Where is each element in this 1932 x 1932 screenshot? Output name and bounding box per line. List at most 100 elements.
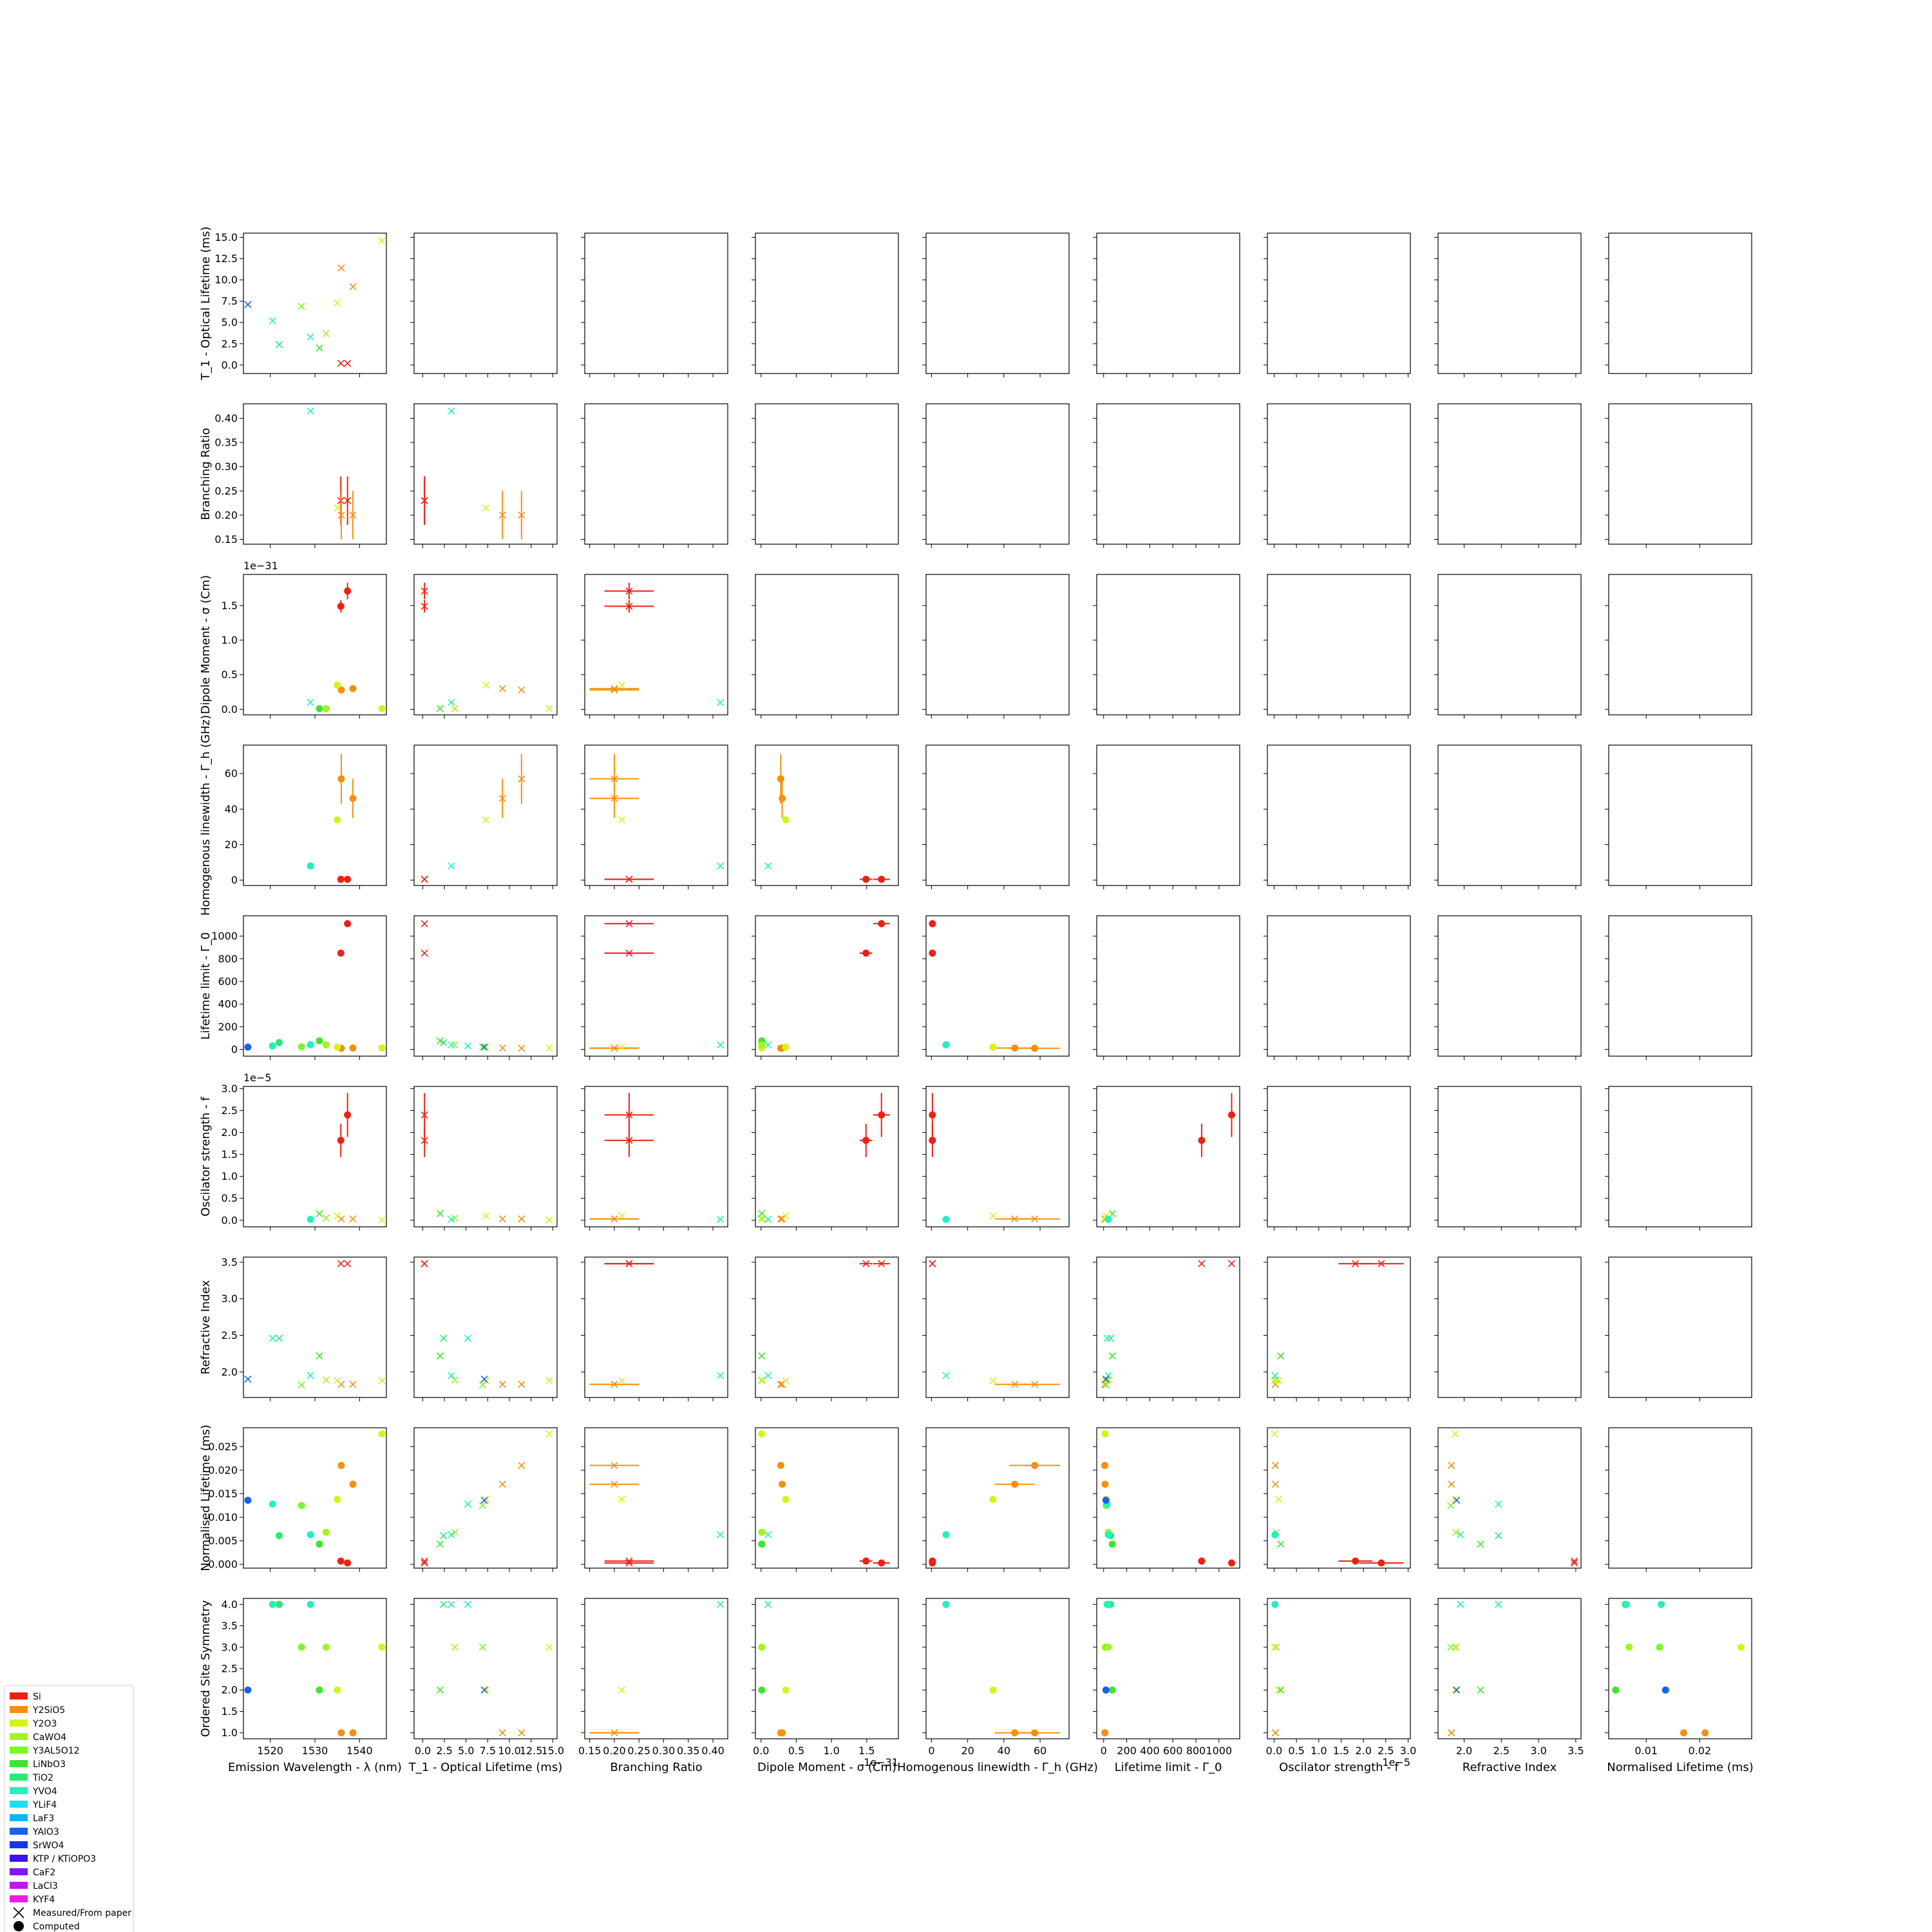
data-point-computed xyxy=(779,795,786,802)
y-axis-label: Ordered Site Symmetry xyxy=(199,1600,213,1737)
subplot-frame xyxy=(1608,574,1752,715)
x-tick-label: 3.0 xyxy=(1530,1745,1546,1757)
x-tick-label: 0 xyxy=(928,1745,934,1757)
data-point-measured xyxy=(1457,1531,1464,1539)
data-point-computed xyxy=(1622,1600,1630,1608)
x-tick-label: 200 xyxy=(1117,1745,1137,1757)
data-point-computed xyxy=(779,1729,786,1737)
data-point-computed xyxy=(942,1041,950,1048)
subplot-frame xyxy=(1608,744,1752,886)
data-point-computed xyxy=(1271,1531,1279,1539)
x-axis-label: Lifetime limit - Γ_0 xyxy=(1115,1761,1222,1774)
subplot-frame xyxy=(1437,915,1582,1057)
data-point-measured xyxy=(482,1686,490,1694)
data-point-computed xyxy=(1102,1497,1110,1504)
data-point-measured xyxy=(1271,1729,1280,1737)
data-point-measured xyxy=(1495,1500,1502,1508)
subplot-r4-c2 xyxy=(581,915,728,1060)
data-point-computed xyxy=(862,1137,870,1144)
data-point-computed xyxy=(322,1643,330,1651)
data-point-measured xyxy=(448,1531,455,1539)
y-tick-label: 3.0 xyxy=(222,1083,238,1095)
data-point-measured xyxy=(764,1215,772,1223)
subplot-frame xyxy=(1437,744,1582,886)
subplot-r5-c2 xyxy=(581,1086,728,1231)
data-point-measured xyxy=(480,1686,488,1694)
data-point-measured xyxy=(440,1039,448,1046)
data-point-measured xyxy=(349,283,357,290)
data-point-computed xyxy=(322,1528,330,1536)
data-point-measured xyxy=(421,875,428,883)
data-point-computed xyxy=(878,920,886,927)
data-point-measured xyxy=(777,1380,784,1388)
y-tick-label: 15.0 xyxy=(214,231,238,243)
subplot-frame xyxy=(755,403,899,545)
x-tick-label: 2.5 xyxy=(1378,1745,1394,1757)
legend-label: SrWO4 xyxy=(33,1841,64,1851)
data-point-computed xyxy=(1198,1137,1206,1144)
data-point-measured xyxy=(436,1686,444,1694)
subplot-frame xyxy=(925,744,1070,886)
data-point-measured xyxy=(307,1372,314,1379)
legend-label: Y2O3 xyxy=(32,1719,57,1729)
data-point-measured xyxy=(448,699,455,706)
data-point-measured xyxy=(782,1377,790,1385)
y-axis-label: Normalised Lifetime (ms) xyxy=(199,1425,213,1571)
y-tick-label: 0.0 xyxy=(222,1214,238,1226)
x-tick-label: 40 xyxy=(998,1745,1010,1757)
subplot-frame xyxy=(1096,915,1240,1057)
data-point-measured xyxy=(1477,1686,1484,1694)
x-tick-label: 1.5 xyxy=(858,1745,875,1757)
data-point-computed xyxy=(1031,1462,1039,1470)
x-tick-label: 20 xyxy=(961,1745,974,1757)
legend-swatch xyxy=(10,1868,28,1875)
data-point-measured xyxy=(421,1260,428,1267)
x-tick-label: 0.40 xyxy=(701,1745,724,1757)
x-axis-label: Dipole Moment - σ (Cm) xyxy=(757,1761,896,1774)
y-tick-label: 1.5 xyxy=(222,600,238,612)
y-tick-label: 4.0 xyxy=(222,1598,238,1611)
data-point-computed xyxy=(1011,1044,1019,1052)
data-point-computed xyxy=(298,1643,305,1651)
data-point-computed xyxy=(269,1042,276,1050)
data-point-computed xyxy=(334,816,341,824)
subplot-r4-c1 xyxy=(410,915,558,1060)
legend-swatch xyxy=(10,1692,28,1700)
data-point-computed xyxy=(378,705,386,712)
data-point-measured xyxy=(611,775,618,782)
data-point-measured xyxy=(1106,1334,1115,1342)
data-point-measured xyxy=(451,1643,459,1651)
subplot-frame xyxy=(925,403,1070,545)
y-tick-label: 12.5 xyxy=(214,252,238,265)
legend-item: YAlO3 xyxy=(10,1827,59,1837)
data-point-measured xyxy=(1274,1377,1282,1385)
subplot-r2-c1 xyxy=(410,574,558,719)
data-point-computed xyxy=(1656,1643,1663,1651)
data-point-measured xyxy=(1457,1600,1464,1608)
data-point-computed xyxy=(1612,1686,1620,1694)
subplot-r7-c7 xyxy=(1434,1427,1582,1572)
subplot-frame xyxy=(243,403,387,545)
subplot-frame xyxy=(925,574,1070,715)
subplot-frame xyxy=(243,1598,387,1739)
data-point-computed xyxy=(1227,1111,1235,1119)
data-point-computed xyxy=(1227,1559,1235,1567)
data-point-measured xyxy=(436,1352,444,1359)
legend: Si Y2SiO5 Y2O3 CaWO4 Y3AL5O12 LiNbO3 TiO2 YVO4 Y… xyxy=(4,1685,134,1932)
legend-item: Y3AL5O12 xyxy=(10,1746,80,1756)
data-point-computed xyxy=(334,681,341,689)
x-tick-label: 1.0 xyxy=(823,1745,839,1757)
data-point-computed xyxy=(929,1559,936,1567)
subplot-frame xyxy=(1437,1086,1582,1227)
legend-label: Y2SiO5 xyxy=(32,1705,65,1716)
data-point-measured xyxy=(421,587,428,595)
data-point-measured xyxy=(1031,1380,1039,1388)
data-point-computed xyxy=(777,775,784,782)
subplot-r7-c5 xyxy=(1093,1427,1240,1572)
y-tick-label: 0.40 xyxy=(214,412,238,424)
subplot-r5-c1 xyxy=(410,1086,558,1231)
subplot-frame xyxy=(584,915,728,1057)
data-point-measured xyxy=(244,301,252,308)
subplot-r6-c5 xyxy=(1093,1256,1240,1401)
subplot-frame xyxy=(1437,1427,1582,1569)
